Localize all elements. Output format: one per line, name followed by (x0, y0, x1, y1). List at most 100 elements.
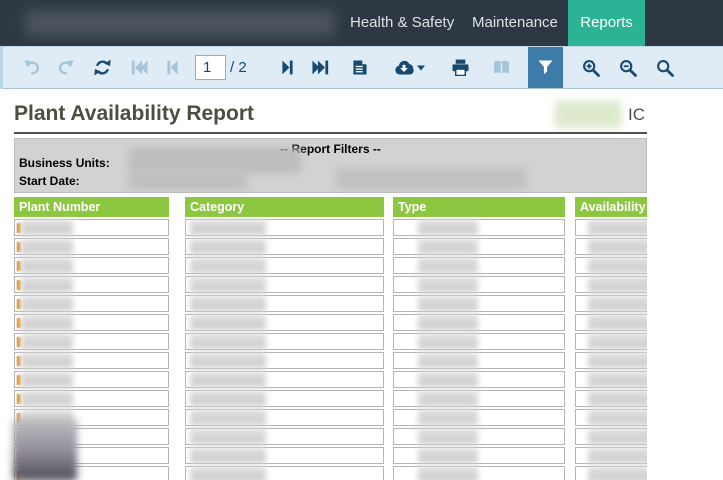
redacted-cell-value (418, 258, 478, 273)
next-page-icon (279, 59, 296, 76)
redacted-cell-value (21, 353, 73, 368)
report-toolbar: / 2 (0, 46, 723, 89)
table-cell (185, 409, 384, 426)
table-cell (14, 333, 169, 350)
last-page-button[interactable] (304, 51, 337, 84)
zoom-in-icon (582, 59, 601, 77)
redacted-cell-value (588, 448, 647, 463)
column-header: Type (393, 197, 565, 217)
row-marker-icon (17, 242, 21, 252)
table-cell (14, 295, 169, 312)
export-document-button[interactable] (343, 51, 376, 84)
row-marker-icon (17, 413, 21, 423)
last-page-icon (312, 59, 329, 76)
search-button[interactable] (649, 51, 682, 84)
table-cell (14, 257, 169, 274)
report-filters-box: -- Report Filters -- Business Units: Sta… (14, 138, 647, 193)
first-page-button[interactable] (123, 51, 156, 84)
table-cell (185, 257, 384, 274)
table-cell (575, 466, 647, 480)
table-cell (575, 447, 647, 464)
redacted-cell-value (190, 391, 266, 406)
table-cell (185, 219, 384, 236)
document-icon (352, 59, 367, 76)
redacted-cell-value (418, 429, 478, 444)
redacted-cell-value (190, 239, 266, 254)
redacted-cell-value (418, 277, 478, 292)
report-logo-text: IC (628, 105, 645, 124)
top-nav: Health & Safety Maintenance Reports (0, 0, 723, 46)
nav-tab-reports[interactable]: Reports (568, 0, 645, 46)
table-cell (14, 352, 169, 369)
table-cell (393, 390, 565, 407)
redacted-cell-value (588, 277, 647, 292)
refresh-button[interactable] (86, 51, 119, 84)
row-marker-icon (17, 318, 21, 328)
redacted-cell-value (588, 372, 647, 387)
redo-button[interactable] (49, 51, 82, 84)
table-cell (185, 276, 384, 293)
row-marker-icon (17, 394, 21, 404)
page-number-input[interactable] (195, 55, 226, 80)
redacted-cell-value (588, 334, 647, 349)
redacted-cell-value (418, 372, 478, 387)
business-units-value-redacted (129, 148, 301, 173)
column-header: Category (185, 197, 384, 217)
publication-button[interactable] (485, 51, 518, 84)
undo-button[interactable] (16, 51, 49, 84)
redacted-cell-value (588, 353, 647, 368)
row-marker-icon (17, 261, 21, 271)
redacted-cell-value (21, 315, 73, 330)
table-cell (185, 238, 384, 255)
table-cell (185, 428, 384, 445)
redacted-cell-value (588, 429, 647, 444)
redacted-cell-value (418, 296, 478, 311)
redacted-cell-value (418, 334, 478, 349)
redacted-cell-value (21, 372, 73, 387)
table-cell (575, 219, 647, 236)
next-page-button[interactable] (271, 51, 304, 84)
download-caret-icon (417, 65, 426, 71)
redacted-cell-value (190, 334, 266, 349)
table-cell (393, 314, 565, 331)
prev-page-button[interactable] (156, 51, 189, 84)
row-marker-icon (17, 356, 21, 366)
nav-tab-maintenance[interactable]: Maintenance (472, 14, 558, 31)
report-title: Plant Availability Report (14, 102, 254, 125)
table-cell (393, 219, 565, 236)
column-header: Availability (575, 197, 647, 217)
prev-page-icon (164, 59, 181, 76)
first-page-icon (131, 59, 148, 76)
cloud-download-icon (394, 60, 414, 75)
printer-icon (452, 59, 469, 76)
row-marker-icon (17, 375, 21, 385)
print-button[interactable] (444, 51, 477, 84)
row-marker-icon (17, 223, 21, 233)
table-cell (14, 390, 169, 407)
zoom-out-button[interactable] (612, 51, 645, 84)
row-marker-icon (17, 299, 21, 309)
column-availability: Availability (575, 197, 647, 480)
row-marker-icon (17, 337, 21, 347)
zoom-out-icon (619, 59, 638, 77)
download-button[interactable] (388, 51, 432, 84)
table-cell (14, 276, 169, 293)
redacted-cell-value (588, 391, 647, 406)
table-cell (393, 333, 565, 350)
table-cell (393, 428, 565, 445)
redacted-cell-value (190, 448, 266, 463)
zoom-in-button[interactable] (575, 51, 608, 84)
redacted-cell-value (21, 220, 73, 235)
page-total-label: / 2 (230, 59, 247, 76)
book-icon (493, 60, 510, 75)
filter-icon (538, 60, 553, 75)
start-date-value-redacted (129, 173, 247, 189)
redacted-cell-value (418, 239, 478, 254)
table-cell (575, 352, 647, 369)
nav-tab-health-safety[interactable]: Health & Safety (350, 14, 455, 31)
undo-icon (24, 59, 41, 76)
redacted-cell-value (190, 429, 266, 444)
filter-button[interactable] (527, 47, 563, 88)
redacted-cell-value (418, 410, 478, 425)
table-cell (393, 352, 565, 369)
